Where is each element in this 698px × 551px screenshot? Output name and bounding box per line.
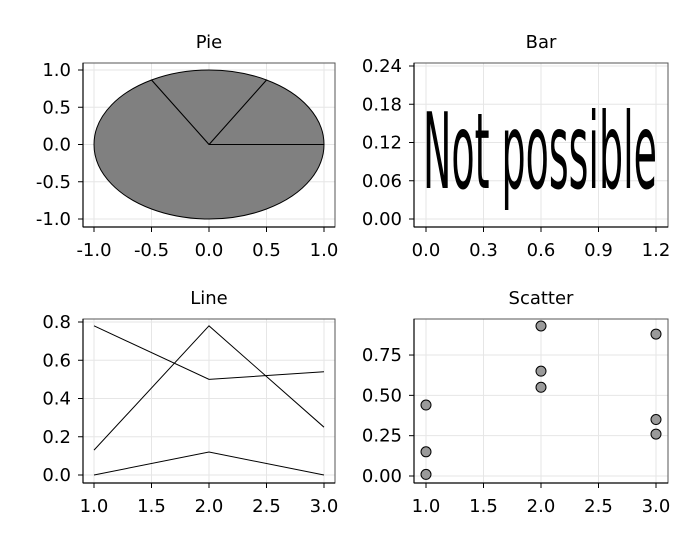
bar-x-tick-label: 0.3 bbox=[469, 240, 498, 261]
line-series-3 bbox=[93, 451, 325, 476]
scatter-x-tick-label: 2.5 bbox=[584, 496, 613, 517]
bar-panel: Bar Not possible 0.0 0.3 0.6 0.9 1.2 0.24 0.18… bbox=[362, 32, 670, 261]
line-y-tick-label: 0.4 bbox=[42, 389, 71, 410]
scatter-point bbox=[535, 365, 547, 377]
line-x-tick-label: 2.5 bbox=[252, 496, 281, 517]
line-y-tick-label: 0.0 bbox=[42, 465, 71, 486]
line-series bbox=[93, 325, 325, 476]
pie-y-tick-label: -1.0 bbox=[36, 209, 71, 230]
pie-slice bbox=[207, 79, 325, 145]
scatter-point bbox=[535, 320, 547, 332]
bar-x-tick-label: 0.9 bbox=[584, 240, 613, 261]
scatter-point bbox=[535, 381, 547, 393]
scatter-point bbox=[420, 399, 432, 411]
line-x-tick-label: 1.5 bbox=[137, 496, 166, 517]
bar-x-tick-label: 1.2 bbox=[642, 240, 671, 261]
line-x-tick-label: 3.0 bbox=[310, 496, 339, 517]
scatter-point bbox=[420, 468, 432, 480]
line-grid bbox=[83, 319, 335, 483]
line-y-tick-label: 0.8 bbox=[42, 312, 71, 333]
scatter-title: Scatter bbox=[509, 288, 575, 309]
scatter-point bbox=[650, 428, 662, 440]
line-x-tick-label: 2.0 bbox=[195, 496, 224, 517]
scatter-x-tick-label: 1.0 bbox=[412, 496, 441, 517]
pie-x-tick-label: -0.5 bbox=[134, 240, 169, 261]
scatter-y-tick-label: 0.75 bbox=[362, 345, 402, 366]
line-x-tick-label: 1.0 bbox=[80, 496, 109, 517]
scatter-y-tick-label: 0.25 bbox=[362, 426, 402, 447]
scatter-panel: Scatter 1.0 1.5 2.0 2.5 3.0 0.75 0.50 0.25 0.00 bbox=[362, 288, 670, 517]
pie-slices bbox=[93, 69, 325, 220]
pie-x-tick-label: 0.0 bbox=[195, 240, 224, 261]
bar-x-tick-label: 0.0 bbox=[412, 240, 441, 261]
scatter-x-tick-label: 3.0 bbox=[642, 496, 671, 517]
pie-y-tick-label: -0.5 bbox=[36, 172, 71, 193]
line-panel: Line 1.0 1.5 2.0 2.5 3.0 0.8 0.6 0.4 0.2 0.0 bbox=[42, 288, 338, 517]
line-series-1 bbox=[93, 325, 325, 451]
scatter-x-tick-label: 2.0 bbox=[527, 496, 556, 517]
scatter-point bbox=[420, 446, 432, 458]
pie-slice bbox=[150, 69, 268, 146]
bar-y-tick-label: 0.06 bbox=[362, 171, 402, 192]
scatter-axes: 1.0 1.5 2.0 2.5 3.0 0.75 0.50 0.25 0.00 bbox=[362, 318, 671, 517]
line-title: Line bbox=[190, 288, 228, 309]
scatter-y-tick-label: 0.50 bbox=[362, 385, 402, 406]
bar-y-tick-label: 0.12 bbox=[362, 133, 402, 154]
line-y-tick-label: 0.2 bbox=[42, 427, 71, 448]
scatter-point bbox=[650, 414, 662, 426]
pie-slice bbox=[93, 79, 325, 220]
pie-x-tick-label: 0.5 bbox=[252, 240, 281, 261]
line-axes: 1.0 1.5 2.0 2.5 3.0 0.8 0.6 0.4 0.2 0.0 bbox=[42, 312, 338, 517]
not-possible-annotation: Not possible bbox=[423, 90, 657, 213]
pie-axes: -1.0 -0.5 0.0 0.5 1.0 1.0 0.5 0.0 -0.5 -1.0 bbox=[36, 60, 338, 261]
scatter-x-tick-label: 1.5 bbox=[469, 496, 498, 517]
scatter-y-tick-label: 0.00 bbox=[362, 466, 402, 487]
bar-x-tick-label: 0.6 bbox=[527, 240, 556, 261]
pie-x-tick-label: -1.0 bbox=[76, 240, 111, 261]
bar-y-tick-label: 0.24 bbox=[362, 56, 402, 77]
line-series-2 bbox=[93, 325, 325, 380]
pie-title: Pie bbox=[196, 32, 223, 53]
bar-grid bbox=[414, 63, 668, 227]
pie-x-tick-label: 1.0 bbox=[310, 240, 339, 261]
line-y-tick-label: 0.6 bbox=[42, 350, 71, 371]
bar-y-tick-label: 0.00 bbox=[362, 209, 402, 230]
bar-y-tick-label: 0.18 bbox=[362, 94, 402, 115]
pie-y-tick-label: 0.5 bbox=[42, 97, 71, 118]
scatter-point bbox=[650, 328, 662, 340]
pie-y-tick-label: 0.0 bbox=[42, 135, 71, 156]
pie-panel: Pie -1.0 -0.5 0.0 0.5 1.0 1.0 0.5 0.0 -0.5 -1.0 bbox=[36, 32, 338, 261]
scatter-points bbox=[420, 320, 662, 480]
bar-axes: 0.0 0.3 0.6 0.9 1.2 0.24 0.18 0.12 0.06 0.00 bbox=[362, 56, 670, 261]
pie-y-tick-label: 1.0 bbox=[42, 60, 71, 81]
bar-title: Bar bbox=[526, 32, 557, 53]
